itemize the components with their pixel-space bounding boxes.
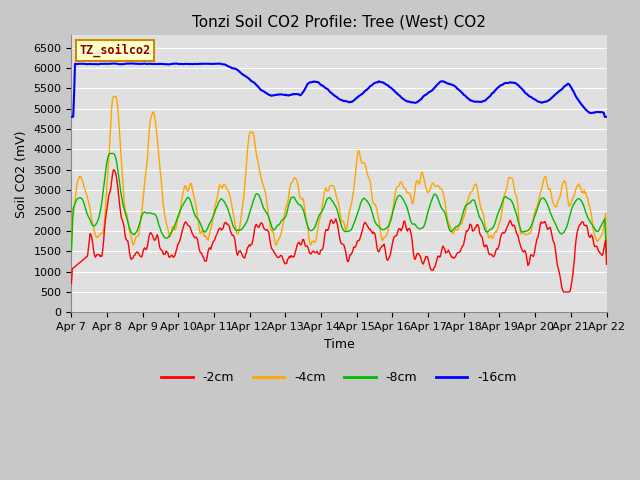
Title: Tonzi Soil CO2 Profile: Tree (West) CO2: Tonzi Soil CO2 Profile: Tree (West) CO2: [192, 15, 486, 30]
Legend: -2cm, -4cm, -8cm, -16cm: -2cm, -4cm, -8cm, -16cm: [156, 366, 522, 389]
Text: TZ_soilco2: TZ_soilco2: [79, 44, 150, 57]
X-axis label: Time: Time: [324, 337, 355, 351]
Y-axis label: Soil CO2 (mV): Soil CO2 (mV): [15, 130, 28, 217]
